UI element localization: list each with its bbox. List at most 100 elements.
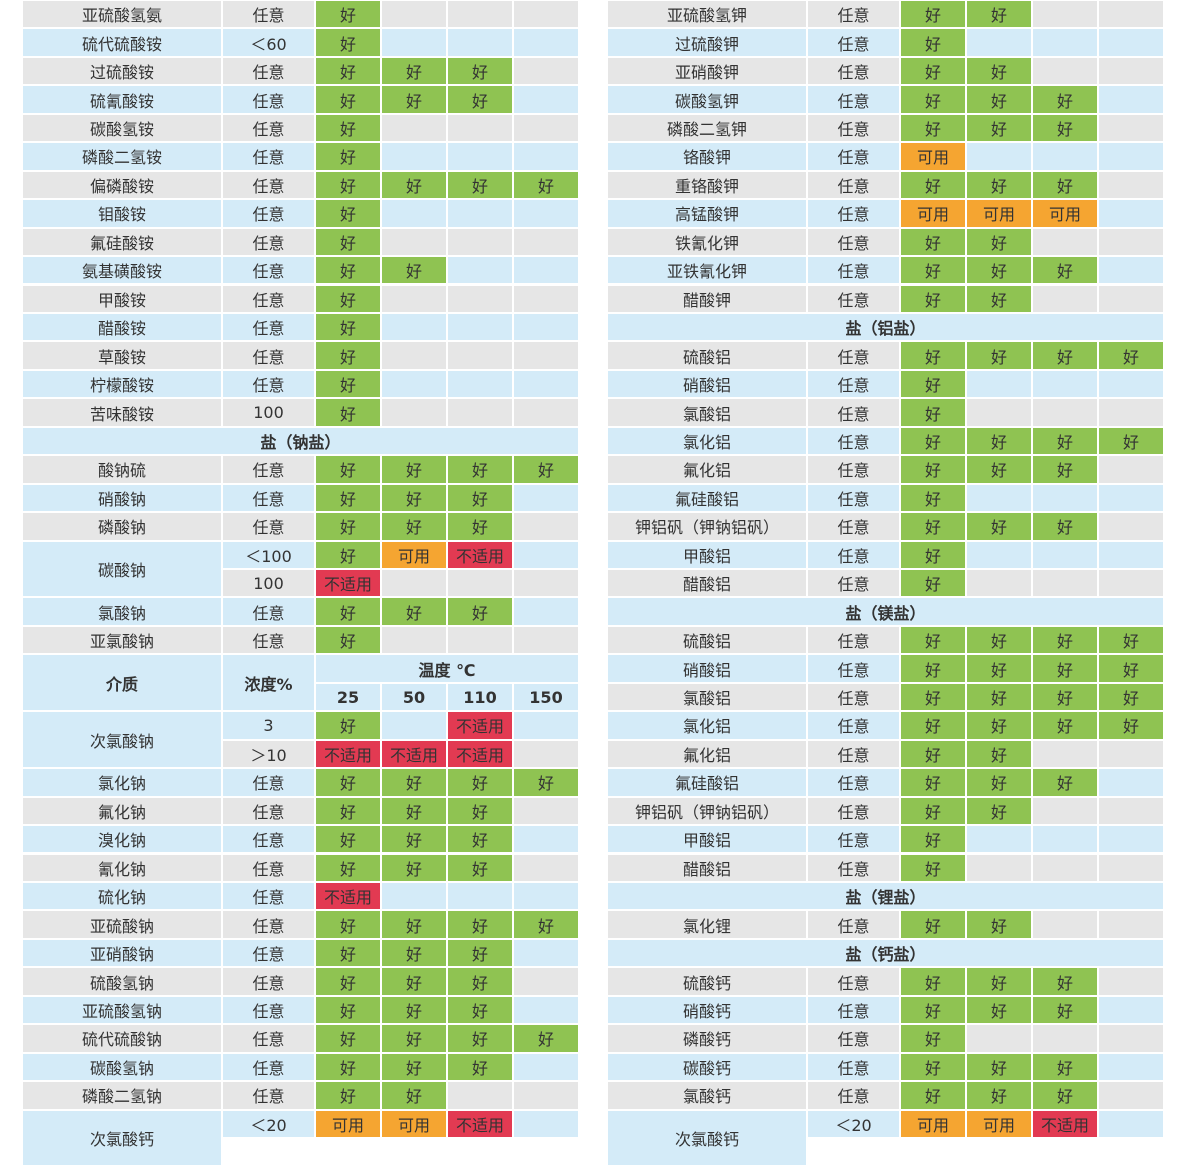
empty-cell — [382, 143, 446, 170]
concentration: 任意 — [808, 200, 899, 227]
empty-cell — [514, 200, 578, 227]
rating-cell: 好 — [901, 854, 965, 881]
rating-cell: 好 — [901, 29, 965, 56]
rating-cell: 好 — [316, 29, 380, 56]
empty-cell — [514, 370, 578, 398]
rating-cell: 好 — [316, 484, 380, 512]
rating-cell: 好 — [448, 171, 512, 199]
empty-cell — [1033, 740, 1097, 768]
rating-cell: 好 — [316, 541, 380, 568]
rating-cell: 好 — [514, 911, 578, 938]
concentration: 任意 — [223, 939, 314, 967]
concentration: 任意 — [223, 911, 314, 938]
rating-cell: 不适用 — [448, 1110, 512, 1137]
empty-cell — [1033, 797, 1097, 825]
section-header: 盐（钠盐） — [23, 427, 578, 455]
medium-name: 醋酸钾 — [608, 285, 806, 312]
medium-name: 氨基磺酸铵 — [23, 257, 221, 284]
rating-cell: 好 — [316, 513, 380, 540]
rating-cell: 好 — [1099, 427, 1163, 455]
concentration: 任意 — [808, 655, 899, 682]
rating-cell: 好 — [316, 456, 380, 483]
rating-cell: 可用 — [1033, 200, 1097, 227]
header-cell: 110 — [448, 683, 512, 711]
empty-cell — [514, 541, 578, 568]
medium-name: 氟硅酸铝 — [608, 484, 806, 512]
medium-name: 氟化铝 — [608, 740, 806, 768]
medium-name: 亚硫酸氢钠 — [23, 996, 221, 1024]
rating-cell: 好 — [901, 541, 965, 568]
rating-cell: 好 — [901, 826, 965, 853]
medium-name: 氯酸钙 — [608, 1082, 806, 1109]
concentration: 任意 — [808, 797, 899, 825]
rating-cell: 好 — [448, 1053, 512, 1081]
empty-cell — [514, 313, 578, 341]
empty-cell — [448, 1, 512, 28]
concentration: 任意 — [808, 683, 899, 711]
rating-cell: 好 — [382, 797, 446, 825]
medium-name: 氟化铝 — [608, 456, 806, 483]
rating-cell: 好 — [901, 342, 965, 369]
section-header: 盐（铝盐） — [608, 313, 1163, 341]
rating-cell: 好 — [901, 769, 965, 796]
rating-cell: 好 — [382, 911, 446, 938]
rating-cell: 好 — [901, 1, 965, 28]
empty-cell — [1033, 541, 1097, 568]
rating-cell: 好 — [901, 57, 965, 85]
empty-cell — [514, 939, 578, 967]
empty-cell — [967, 1025, 1031, 1052]
rating-cell: 好 — [316, 228, 380, 256]
medium-name: 硫代硫酸钠 — [23, 1025, 221, 1052]
empty-cell — [967, 541, 1031, 568]
concentration: 任意 — [223, 370, 314, 398]
empty-cell — [1033, 399, 1097, 426]
empty-cell — [1099, 1110, 1163, 1137]
concentration: 任意 — [223, 598, 314, 625]
empty-cell — [967, 854, 1031, 881]
rating-cell: 好 — [316, 171, 380, 199]
empty-cell — [448, 257, 512, 284]
empty-cell — [514, 257, 578, 284]
concentration: 任意 — [223, 826, 314, 853]
concentration: 任意 — [808, 143, 899, 170]
empty-cell — [967, 370, 1031, 398]
rating-cell: 好 — [901, 968, 965, 995]
empty-cell — [1099, 797, 1163, 825]
rating-cell: 好 — [901, 911, 965, 938]
medium-name: 氟硅酸铝 — [608, 769, 806, 796]
rating-cell: 不适用 — [316, 570, 380, 597]
header-cell: 温度 ℃ — [316, 655, 578, 682]
medium-name: 磷酸钙 — [608, 1025, 806, 1052]
empty-cell — [1099, 285, 1163, 312]
concentration: 任意 — [223, 1025, 314, 1052]
concentration: 任意 — [223, 143, 314, 170]
empty-cell — [448, 1082, 512, 1109]
empty-cell — [1033, 911, 1097, 938]
empty-cell — [382, 285, 446, 312]
medium-name: 苦味酸铵 — [23, 399, 221, 426]
concentration: 任意 — [223, 200, 314, 227]
rating-cell: 好 — [967, 712, 1031, 739]
rating-cell: 好 — [901, 996, 965, 1024]
medium-name: 硫酸铝 — [608, 626, 806, 654]
empty-cell — [1099, 57, 1163, 85]
rating-cell: 好 — [382, 513, 446, 540]
concentration: ＜20 — [808, 1110, 899, 1137]
rating-cell: 好 — [316, 712, 380, 739]
concentration: 任意 — [223, 342, 314, 369]
section-header: 盐（锂盐） — [608, 882, 1163, 910]
empty-cell — [1099, 484, 1163, 512]
concentration: 任意 — [223, 797, 314, 825]
rating-cell: 好 — [967, 427, 1031, 455]
rating-cell: 不适用 — [382, 740, 446, 768]
empty-cell — [1099, 399, 1163, 426]
rating-cell: 好 — [1033, 427, 1097, 455]
medium-name: 氟硅酸铵 — [23, 228, 221, 256]
rating-cell: 好 — [448, 86, 512, 113]
concentration: ＜20 — [223, 1110, 314, 1137]
empty-cell — [382, 399, 446, 426]
rating-cell: 可用 — [382, 541, 446, 568]
concentration: 任意 — [808, 171, 899, 199]
concentration: 任意 — [808, 826, 899, 853]
medium-name: 亚氯酸钠 — [23, 626, 221, 654]
